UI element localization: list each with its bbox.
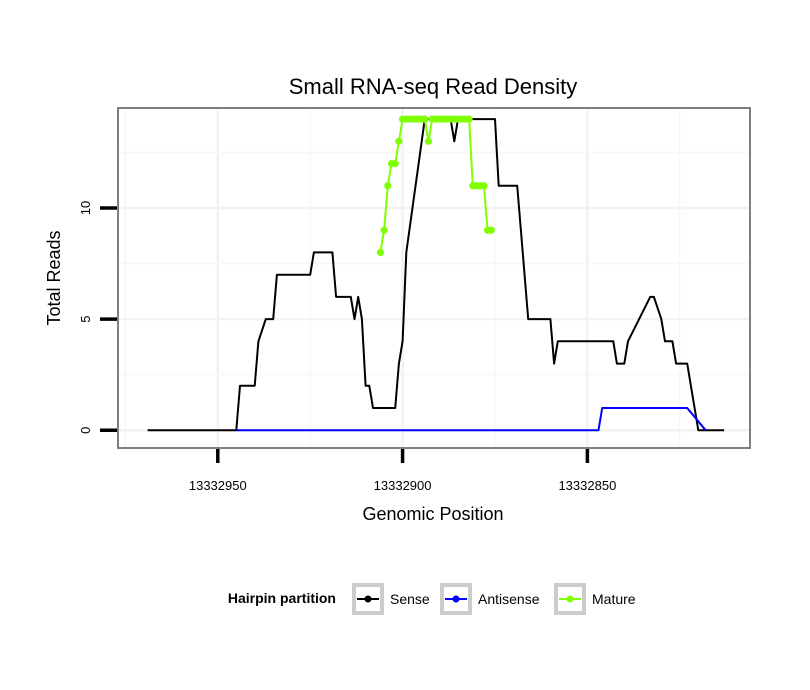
mature-point bbox=[376, 248, 385, 257]
y-tick-label: 5 bbox=[78, 315, 93, 322]
legend-label-antisense: Antisense bbox=[478, 591, 540, 607]
legend-entry-antisense: Antisense bbox=[440, 583, 540, 615]
mature-point bbox=[424, 137, 433, 145]
legend-key-dot bbox=[566, 595, 574, 603]
x-tick-label: 13332950 bbox=[189, 478, 247, 493]
series-layer bbox=[147, 115, 725, 432]
mature-point bbox=[421, 115, 429, 123]
legend-title: Hairpin partition bbox=[228, 590, 336, 606]
legend: Hairpin partition Sense Antisense Mature bbox=[228, 583, 636, 615]
chart-title: Small RNA-seq Read Density bbox=[289, 74, 578, 99]
legend-key-dot bbox=[364, 595, 372, 603]
legend-entry-mature: Mature bbox=[554, 583, 636, 615]
mature-point bbox=[480, 182, 488, 190]
mature-point bbox=[465, 115, 473, 123]
antisense-series-line bbox=[236, 407, 707, 432]
legend-key-dot bbox=[452, 595, 460, 603]
x-tick-label: 13332900 bbox=[374, 478, 432, 493]
plot-panel-border bbox=[117, 107, 751, 449]
legend-label-mature: Mature bbox=[592, 591, 636, 607]
legend-entries: Sense Antisense Mature bbox=[352, 583, 636, 615]
grid-layer bbox=[118, 108, 750, 448]
mature-point bbox=[380, 226, 388, 234]
sense-series-line bbox=[147, 118, 725, 432]
mature-point bbox=[487, 226, 495, 234]
y-tick-label: 0 bbox=[78, 427, 93, 434]
mature-point bbox=[395, 137, 403, 145]
y-axis-label: Total Reads bbox=[44, 230, 64, 325]
mature-point bbox=[384, 182, 392, 190]
legend-entry-sense: Sense bbox=[352, 583, 430, 615]
x-tick-label: 13332850 bbox=[558, 478, 616, 493]
y-tick-label: 10 bbox=[78, 201, 93, 215]
mature-point bbox=[391, 159, 399, 168]
axis-layer: 13332950 13332900 13332850 0 5 10 bbox=[78, 201, 616, 493]
legend-label-sense: Sense bbox=[390, 591, 430, 607]
x-axis-label: Genomic Position bbox=[362, 504, 503, 524]
